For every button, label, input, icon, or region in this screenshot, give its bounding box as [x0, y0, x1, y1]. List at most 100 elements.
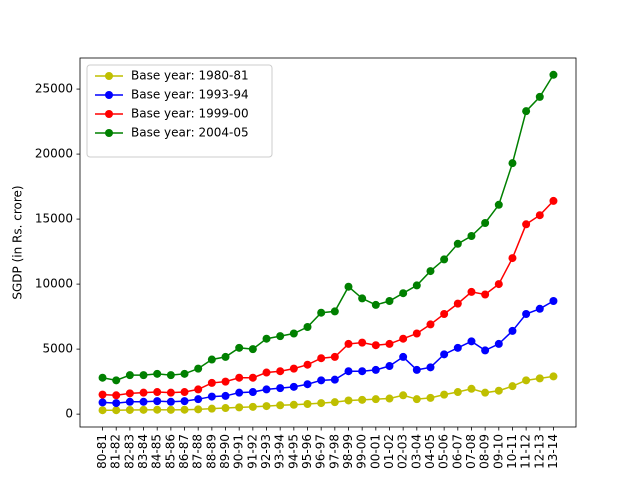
marker	[98, 406, 107, 415]
marker	[385, 394, 394, 403]
x-tick-label: 04-05	[423, 434, 437, 469]
marker	[139, 388, 148, 397]
marker	[399, 391, 408, 400]
series-line	[102, 300, 554, 404]
marker	[317, 399, 326, 408]
x-tick-label: 09-10	[491, 434, 505, 469]
marker	[481, 218, 490, 227]
y-tick-label: 5000	[42, 342, 73, 356]
legend-label: Base year: 1999-00	[131, 107, 249, 121]
marker	[453, 299, 462, 308]
x-tick-label: 92-93	[259, 434, 273, 469]
marker	[426, 267, 435, 276]
marker	[481, 388, 490, 397]
x-tick-label: 13-14	[546, 434, 560, 469]
marker	[262, 334, 271, 343]
marker	[207, 355, 216, 364]
marker	[522, 107, 531, 116]
marker	[166, 371, 175, 380]
marker	[112, 391, 121, 400]
marker	[207, 404, 216, 413]
marker	[262, 402, 271, 411]
marker	[139, 405, 148, 414]
marker	[303, 380, 312, 389]
x-tick-label: 80-81	[95, 434, 109, 469]
x-tick-label: 91-92	[245, 434, 259, 469]
marker	[125, 405, 134, 414]
marker	[535, 374, 544, 383]
marker	[440, 310, 449, 319]
legend-label: Base year: 1993-94	[131, 88, 249, 102]
marker	[494, 200, 503, 209]
marker	[166, 388, 175, 397]
marker	[166, 397, 175, 406]
series-line	[102, 74, 555, 382]
x-tick-label: 97-98	[327, 434, 341, 469]
axes-frame	[79, 57, 577, 428]
marker	[235, 373, 244, 382]
x-tick-label: 89-90	[218, 434, 232, 469]
marker	[522, 220, 531, 229]
y-axis-label: SGDP (in Rs. crore)	[11, 185, 25, 299]
legend-marker	[105, 129, 113, 137]
marker	[276, 332, 285, 341]
legend-marker	[105, 91, 113, 99]
x-tick-label: 90-91	[232, 434, 246, 469]
marker	[344, 339, 353, 348]
x-tick-label: 05-06	[437, 434, 451, 469]
marker	[276, 367, 285, 376]
x-tick-label: 06-07	[450, 434, 464, 469]
marker	[535, 92, 544, 101]
marker	[385, 297, 394, 306]
marker	[139, 397, 148, 406]
x-tick-label: 00-01	[368, 434, 382, 469]
marker	[166, 405, 175, 414]
series-line	[102, 200, 554, 397]
y-tick-label: 15000	[35, 212, 73, 226]
marker	[426, 393, 435, 402]
marker	[371, 395, 380, 404]
marker	[317, 354, 326, 363]
marker	[522, 376, 531, 385]
marker	[549, 196, 558, 205]
marker	[330, 375, 339, 384]
marker	[289, 329, 298, 338]
marker	[248, 345, 257, 354]
marker	[453, 388, 462, 397]
marker	[194, 364, 203, 373]
x-tick-label: 99-00	[355, 434, 369, 469]
marker	[207, 378, 216, 387]
marker	[248, 388, 257, 397]
marker	[235, 403, 244, 412]
marker	[317, 308, 326, 317]
marker	[125, 389, 134, 398]
marker	[412, 329, 421, 338]
marker	[535, 304, 544, 313]
marker	[125, 371, 134, 380]
y-tick-label: 25000	[35, 82, 73, 96]
x-tick-label: 94-95	[286, 434, 300, 469]
marker	[207, 392, 216, 401]
marker	[289, 400, 298, 409]
marker	[112, 376, 121, 385]
marker	[467, 337, 476, 346]
marker	[358, 294, 367, 303]
marker	[303, 360, 312, 369]
marker	[358, 367, 367, 376]
marker	[467, 287, 476, 296]
marker	[440, 350, 449, 359]
marker	[330, 352, 339, 361]
x-tick-label: 83-84	[136, 434, 150, 469]
marker	[399, 352, 408, 361]
marker	[385, 339, 394, 348]
x-tick-label: 84-85	[150, 434, 164, 469]
marker	[358, 395, 367, 404]
marker	[276, 401, 285, 410]
marker	[194, 385, 203, 394]
marker	[98, 398, 107, 407]
marker	[494, 386, 503, 395]
marker	[440, 390, 449, 399]
marker	[248, 373, 257, 382]
marker	[235, 343, 244, 352]
legend-label: Base year: 1980-81	[131, 69, 249, 83]
